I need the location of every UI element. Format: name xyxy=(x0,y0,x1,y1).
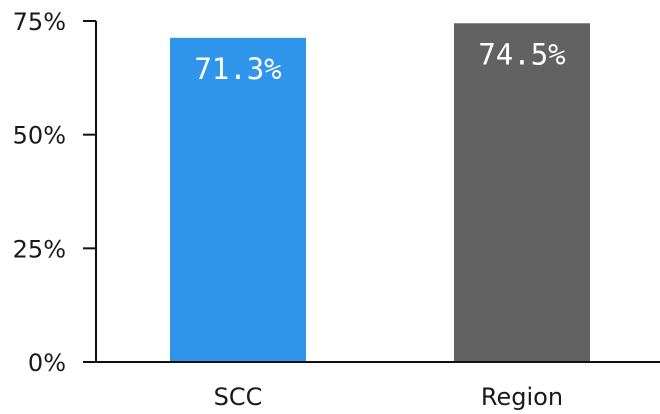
data-label-region: 74.5% xyxy=(478,37,565,71)
category-label-region: Region xyxy=(481,383,563,411)
y-axis-ticks: 0% 25% 50% 75% xyxy=(13,8,96,377)
y-tick-label: 0% xyxy=(28,349,66,377)
bar-region xyxy=(454,23,590,362)
bars xyxy=(170,23,590,363)
data-label-scc: 71.3% xyxy=(194,52,281,86)
bar-scc xyxy=(170,37,306,363)
y-tick-label: 50% xyxy=(13,122,66,150)
y-tick-label: 75% xyxy=(13,8,66,36)
category-label-scc: SCC xyxy=(214,383,263,411)
y-tick-label: 25% xyxy=(13,235,66,263)
data-labels: 71.3% 74.5% xyxy=(194,37,565,86)
x-axis-category-labels: SCC Region xyxy=(214,383,563,411)
